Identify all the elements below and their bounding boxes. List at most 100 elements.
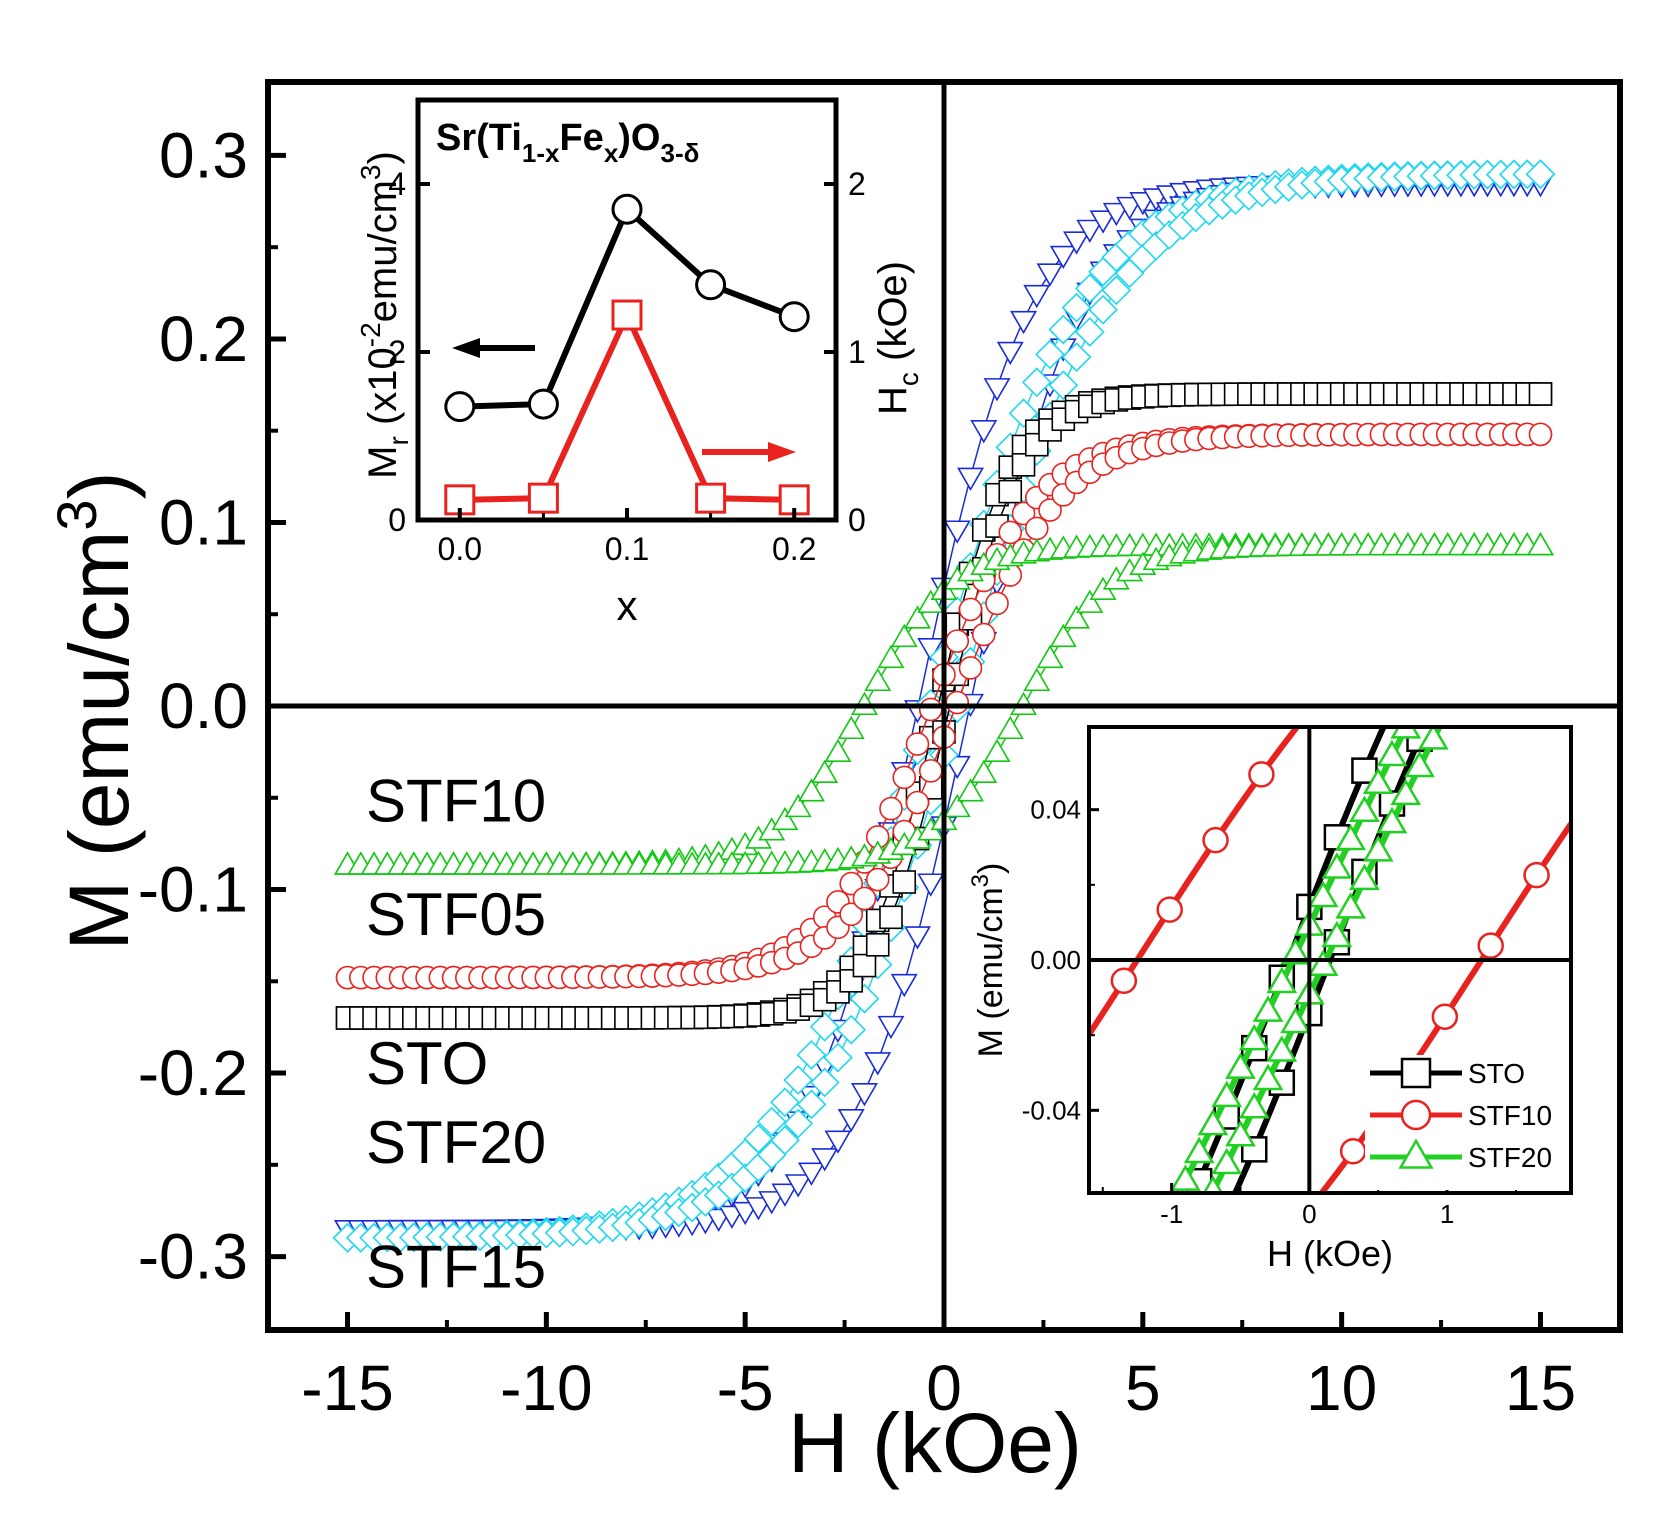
inset2-point-STF20	[1252, 1063, 1284, 1091]
inset2-point-STF20	[1307, 880, 1339, 908]
main-x-tick-label: 5	[1125, 1352, 1161, 1424]
inset2-point-STF20	[1252, 995, 1284, 1022]
point-STF15	[864, 1052, 892, 1076]
point-STF15	[904, 926, 931, 950]
main-ylabel: M (emu/cm3)	[45, 471, 146, 950]
inset2-x-tick-label: -1	[1160, 1199, 1183, 1229]
right-axis-arrow	[702, 442, 796, 462]
inset2-point-STF20	[1238, 1023, 1270, 1051]
point-STF05	[892, 765, 917, 790]
point-STF10	[983, 738, 1011, 763]
inset1-title: Sr(Ti1-xFex)O3-δ	[436, 117, 699, 168]
point-STF05	[958, 656, 983, 680]
legend-marker-STF10	[1400, 1099, 1432, 1131]
point-STF10	[1036, 644, 1064, 669]
point-STF20	[756, 1106, 787, 1137]
inset1-point-Mr	[444, 391, 476, 423]
point-STF20	[1061, 342, 1092, 372]
point-STF20	[770, 1125, 800, 1156]
inset2-point-STF20	[1321, 852, 1353, 879]
point-STF15	[1063, 231, 1091, 255]
inset2-point-STF10	[1248, 761, 1275, 788]
point-STF15	[957, 467, 984, 491]
main-x-tick-label: 15	[1505, 1352, 1576, 1424]
legend-marker-STO	[1400, 1057, 1432, 1089]
point-STF05	[905, 732, 930, 756]
series-label-STF10: STF10	[366, 767, 546, 834]
point-STF15	[1102, 202, 1130, 227]
inset2-point-STF20	[1280, 1006, 1311, 1034]
point-STF05	[945, 629, 970, 653]
inset2-point-STF20	[1362, 767, 1394, 794]
inset1-yl-tick-label: 2	[388, 334, 406, 370]
inset2-point-STF20	[1280, 937, 1311, 965]
point-STF20	[823, 1042, 853, 1073]
point-STF05	[879, 796, 903, 821]
point-STF20	[796, 1089, 827, 1120]
inset2-point-STF20	[1321, 920, 1353, 948]
series-label-STF20: STF20	[366, 1109, 546, 1176]
inset2-point-STF20	[1266, 1035, 1298, 1062]
inset2-point-STF20	[1335, 823, 1367, 851]
point-STF10	[864, 667, 892, 692]
inset2-point-STF20	[1307, 949, 1339, 976]
point-STF05	[905, 790, 930, 815]
point-STO	[865, 933, 890, 957]
point-STF05	[1528, 422, 1553, 447]
point-STF05	[945, 690, 970, 715]
point-STF05	[971, 622, 996, 647]
inset1-yl-tick-label: 0	[388, 502, 406, 538]
point-STF10	[904, 605, 931, 629]
inset2-point-STF20	[1170, 1164, 1201, 1191]
point-STF15	[943, 520, 971, 544]
main-xlabel: H (kOe)	[788, 1396, 1082, 1490]
point-STF15	[850, 1083, 878, 1107]
point-STF15	[970, 420, 998, 444]
inset1-yr-tick-label: 0	[848, 502, 866, 538]
inset2-y-tick-label: 0.04	[1030, 795, 1081, 825]
inset1-point-Hc	[611, 299, 643, 331]
inset1-point-Mr	[611, 193, 643, 225]
inset2-branch-STF20	[1175, 727, 1410, 1193]
point-STO	[1528, 382, 1553, 406]
point-STF20	[809, 1011, 840, 1042]
inset1-series-layer	[444, 193, 810, 516]
point-STF10	[811, 759, 839, 784]
inset2-point-STF10	[1477, 932, 1504, 959]
point-STF20	[1088, 294, 1118, 325]
point-STF05	[918, 759, 943, 783]
inset1-yl-tick-label: 4	[388, 166, 406, 202]
inset2-point-STF20	[1238, 1091, 1270, 1119]
inset2-legend: STO STF10 STF20	[1365, 1055, 1568, 1190]
inset2-legend-box	[1365, 1055, 1568, 1190]
point-STF10	[970, 759, 998, 784]
point-STF10	[996, 715, 1024, 740]
inset2-point-STF10	[1156, 896, 1183, 923]
point-STF20	[1021, 367, 1052, 398]
inset2-point-STF20	[1362, 835, 1394, 862]
point-STF15	[1089, 210, 1117, 234]
point-STF05	[985, 591, 1009, 616]
main-y-tick-label: -0.3	[138, 1221, 248, 1293]
inset-mr-hc-vs-x: 0.0 0.1 0.2 0 2 4 0 1 2 Sr(Ti1-xFex)O3-δ x Mr (x…	[355, 97, 924, 629]
main-plot: -15 -10 -5 0 5 10 15-0.3-0.2-0.10.00.10.20.3 S…	[45, 79, 1623, 1490]
point-STF15	[1023, 284, 1051, 309]
main-x-tick-label: -15	[301, 1352, 394, 1424]
main-series-layer	[332, 159, 1556, 1253]
point-STF05	[839, 902, 864, 927]
inset2-y-tick-label: -0.04	[1022, 1095, 1081, 1125]
point-STF10	[1076, 589, 1104, 613]
inset2-point-STF20	[1417, 727, 1449, 750]
point-STF20	[1074, 273, 1105, 304]
inset2-point-STF20	[1376, 739, 1408, 767]
point-STF05	[1024, 516, 1049, 541]
main-x-tick-label: 0	[926, 1352, 962, 1424]
point-STF15	[744, 1197, 772, 1221]
point-STF20	[1101, 275, 1132, 306]
point-STF05	[865, 867, 890, 892]
point-STF10	[771, 806, 799, 831]
left-axis-arrow	[452, 338, 535, 358]
point-STF15	[771, 1183, 799, 1207]
inset1-yr-tick-label: 2	[848, 166, 866, 202]
inset2-point-STF10	[1110, 967, 1138, 994]
